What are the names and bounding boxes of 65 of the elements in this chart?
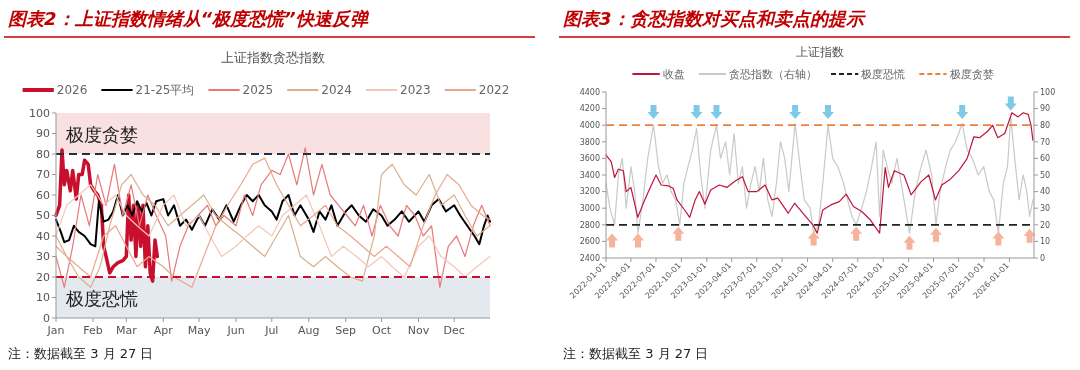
chart-subtitle: 上证指数贪恐指数 xyxy=(221,50,325,65)
y-tick-label: 30 xyxy=(36,250,50,264)
x-tick-label: Jul xyxy=(264,324,279,337)
text: 注：数据截至 3 月 27 日 xyxy=(8,346,154,361)
line-series xyxy=(55,194,491,248)
chart-title: 图表3：贪恐指数对买点和卖点的提示 xyxy=(563,8,867,29)
legend-label: 2024 xyxy=(321,83,352,98)
y-tick-label: 80 xyxy=(36,147,50,161)
y2-tick-label: 70 xyxy=(1040,137,1051,147)
y-tick-label: 40 xyxy=(36,229,50,243)
x-tick-label: Apr xyxy=(153,324,174,337)
y-tick-label: 20 xyxy=(36,270,50,284)
x-tick-label: Dec xyxy=(443,324,465,337)
y2-tick-label: 0 xyxy=(1040,253,1046,263)
y-tick-label: 70 xyxy=(36,168,50,182)
y-tick-label: 2400 xyxy=(579,253,600,263)
y-tick-label: 4200 xyxy=(579,104,600,114)
y-tick-label: 3600 xyxy=(579,154,600,164)
legend-label: 2025 xyxy=(242,83,274,98)
text: 注：数据截至 3 月 27 日 xyxy=(563,346,709,361)
x-tick-label: Oct xyxy=(371,324,392,337)
y-tick-label: 10 xyxy=(36,291,50,305)
band-label: 极度贪婪 xyxy=(65,123,138,145)
legend-label: 贪恐指数（右轴） xyxy=(729,67,817,80)
y-tick-label: 4400 xyxy=(579,87,600,97)
band-label: 极度恐慌 xyxy=(65,287,138,309)
y-tick-label: 4000 xyxy=(579,121,600,130)
y2-tick-label: 100 xyxy=(1040,87,1056,97)
y2-tick-label: 40 xyxy=(1040,187,1051,197)
x-tick-label: Mar xyxy=(115,324,138,337)
y2-tick-label: 50 xyxy=(1040,170,1051,180)
legend-label: 2026 xyxy=(56,83,88,98)
legend-label: 2022 xyxy=(478,83,510,98)
legend-label: 21-25平均 xyxy=(135,83,195,98)
line-series xyxy=(55,184,491,278)
y-tick-label: 0 xyxy=(43,311,50,325)
x-tick-label: Feb xyxy=(83,324,103,337)
y-tick-label: 3400 xyxy=(579,170,600,180)
x-tick-label: May xyxy=(187,324,211,337)
y-tick-label: 3200 xyxy=(579,187,600,197)
y-tick-label: 60 xyxy=(36,188,50,202)
x-tick-label: Aug xyxy=(298,324,320,337)
y2-tick-label: 30 xyxy=(1040,204,1051,213)
y-tick-label: 3000 xyxy=(579,204,600,213)
y-tick-label: 2600 xyxy=(579,237,600,247)
y2-tick-label: 80 xyxy=(1040,121,1051,130)
y2-tick-label: 20 xyxy=(1040,220,1051,230)
legend-label: 极度恐慌 xyxy=(860,67,906,80)
x-tick-label: Jun xyxy=(226,324,245,337)
chart-subtitle: 上证指数 xyxy=(796,45,844,59)
y-tick-label: 50 xyxy=(36,209,50,223)
x-tick-label: Jan xyxy=(46,324,65,337)
legend-label: 2023 xyxy=(400,83,431,98)
y-tick-label: 90 xyxy=(36,127,50,141)
legend-label: 极度贪婪 xyxy=(948,67,994,80)
y-tick-label: 100 xyxy=(29,106,50,120)
legend-label: 收盘 xyxy=(662,67,685,80)
y2-tick-label: 90 xyxy=(1040,104,1051,114)
x-tick-label: Nov xyxy=(407,324,430,337)
y2-tick-label: 10 xyxy=(1040,237,1051,247)
x-tick-label: Sep xyxy=(335,324,357,337)
chart-title: 图表2：上证指数情绪从“极度恐慌”快速反弹 xyxy=(8,8,370,29)
y-tick-label: 2800 xyxy=(579,220,600,230)
y-tick-label: 3800 xyxy=(579,137,600,147)
y2-tick-label: 60 xyxy=(1040,154,1051,164)
